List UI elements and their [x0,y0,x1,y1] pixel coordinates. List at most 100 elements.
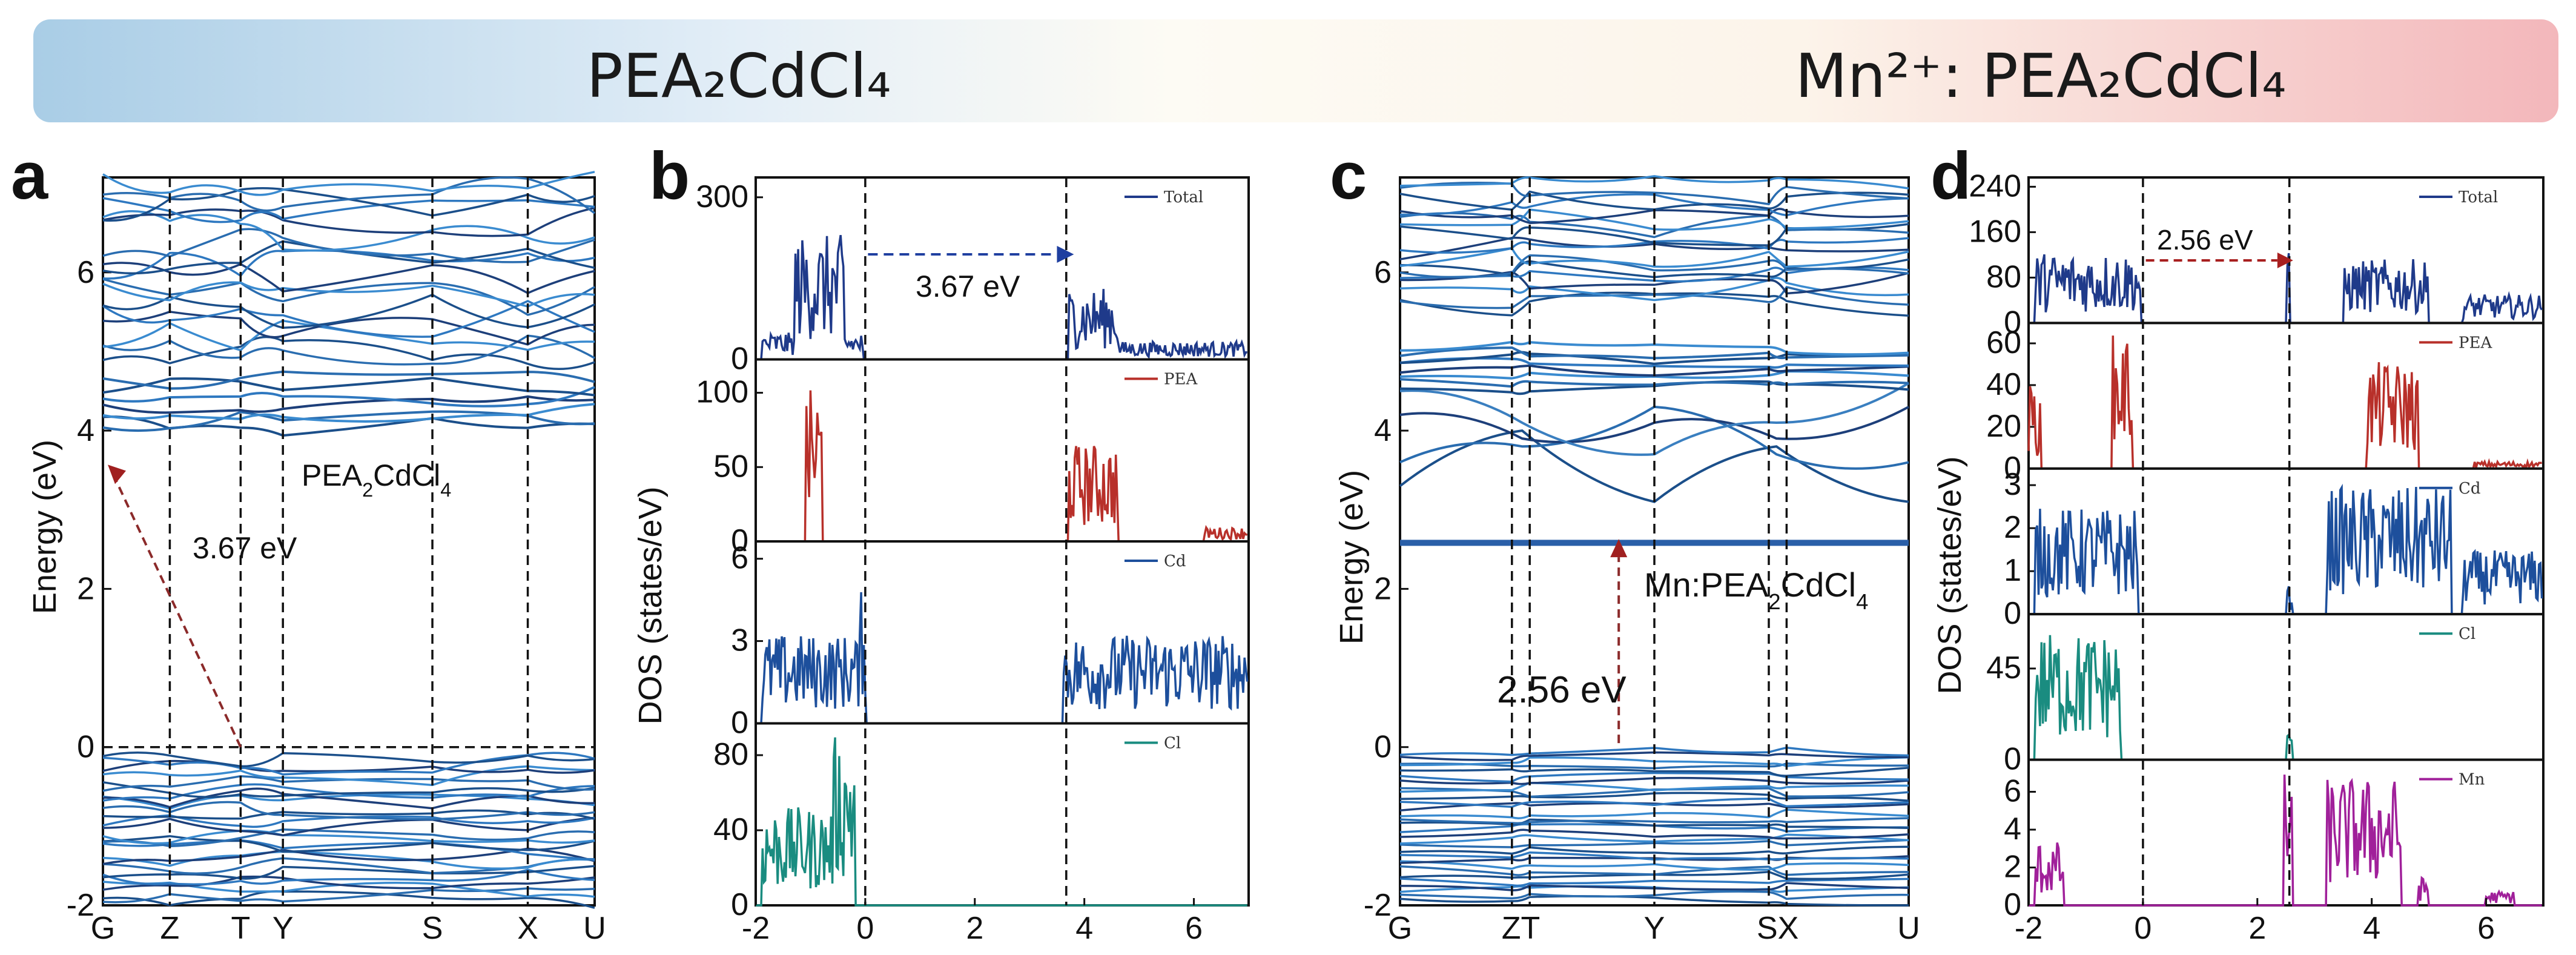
legend-label: Total [2459,188,2498,207]
ytick-label: 6 [2004,773,2021,808]
dos-curve [756,737,1247,907]
band-line [1399,254,1909,279]
band-line [102,875,595,891]
ytick-label: 2 [2004,510,2021,545]
ytick-label: 80 [1986,259,2021,294]
xtick-label: 4 [2363,911,2380,946]
k-point-label: S [422,911,443,946]
panel-letter-c: c [1330,139,1367,213]
ytick-label: 45 [1986,650,2021,686]
ytick-label: 2 [1374,571,1392,606]
ytick-label: 4 [1374,413,1392,448]
ytick-label: 40 [1986,367,2021,402]
k-point-label: Z [160,911,180,946]
ytick-label: 80 [713,737,748,772]
panel-d-gap-label: 2.56 eV [2157,224,2253,256]
k-point-label: X [517,911,538,946]
panel-a-material-label: PEA2CdCl4 [302,458,451,501]
band-line [1399,828,1909,840]
band-line [1399,781,1909,793]
panel-letter-a: a [11,139,48,213]
band-line [102,335,595,370]
k-point-label: Y [272,911,294,946]
band-line [1399,271,1909,295]
xtick-label: 6 [2477,911,2495,946]
dos-subplot-frame [2027,467,2545,616]
ytick-label: 40 [713,812,748,847]
band-line [102,850,595,870]
panel-a-ylabel: Energy (eV) [27,440,63,614]
ytick-label: 3 [2004,467,2021,502]
legend-label: Mn [2459,771,2485,789]
band-line [1399,817,1909,825]
band-line [102,395,595,414]
band-line [1399,212,1909,239]
band-line [102,210,595,252]
ytick-label: 300 [696,179,748,214]
panel-letter-b: b [649,139,690,213]
ytick-label: 20 [1986,409,2021,444]
panel-a-gap-label: 3.67 eV [193,531,297,565]
legend-label: Cl [1164,735,1181,753]
k-point-label: Y [1644,911,1665,946]
ytick-label: 0 [731,887,748,922]
ytick-label: 160 [1969,214,2021,249]
legend-label: Cl [2459,625,2475,643]
ytick-label: 100 [696,375,748,410]
ytick-label: 0 [2004,596,2021,631]
ytick-label: 2 [77,571,94,606]
legend-label: Cd [2459,480,2481,498]
ytick-label: -2 [1364,888,1392,923]
band-line [102,868,595,886]
band-line [1399,175,1909,190]
arrow-head [2277,253,2293,268]
panel-d-ylabel: DOS (states/eV) [1932,456,1968,694]
panel-c-band-structure: -2 0 2 4 6 G ZT Y SX U [1364,175,1920,946]
dos-subplot-frame [755,358,1250,543]
ytick-label: 0 [2004,887,2021,922]
band-line [1399,845,1909,855]
ytick-label: 0 [731,342,748,377]
ytick-label: 0 [731,706,748,741]
panel-letter-d: d [1930,139,1971,213]
ytick-label: 60 [1986,325,2021,360]
band-line [1399,802,1909,812]
k-point-label: ZT [1502,911,1541,946]
arrow-head [108,464,126,484]
xtick-label: -2 [742,911,770,946]
panel-c-gap-label: 2.56 eV [1497,669,1627,711]
ytick-label: -2 [67,888,94,923]
ytick-label: 6 [1374,255,1392,290]
panel-a-band-structure: -2 0 2 4 6 G Z T Y S X U [67,171,606,946]
band-line [1399,277,1909,302]
ytick-label: 1 [2004,553,2021,588]
ytick-label: 0 [77,730,94,765]
band-line [102,171,595,196]
band-line [1399,860,1909,871]
xtick-label: 6 [1185,911,1203,946]
band-line [1399,895,1909,907]
k-point-label: SX [1757,911,1798,946]
ytick-label: 4 [77,413,94,448]
band-line [1399,340,1909,356]
band-line [1399,877,1909,887]
k-point-label: T [231,911,250,946]
arrow-head [1610,539,1628,558]
ytick-label: 6 [731,541,748,576]
band-line [1399,798,1909,808]
xtick-label: 0 [856,911,874,946]
k-point-label: U [1897,911,1920,946]
ytick-label: 0 [731,523,748,558]
band-line [1399,357,1909,369]
k-point-label: G [1388,911,1412,946]
banner-left-title: PEA₂CdCl₄ [587,41,891,111]
band-line [1399,767,1909,777]
panel-c-ylabel: Energy (eV) [1333,470,1370,644]
panel-b-gap-label: 3.67 eV [916,269,1020,303]
xtick-label: 2 [2248,911,2266,946]
banner-right-title: Mn²⁺: PEA₂CdCl₄ [1795,41,2287,111]
xtick-label: 4 [1075,911,1093,946]
header-banner: PEA₂CdCl₄ Mn²⁺: PEA₂CdCl₄ [33,19,2558,122]
